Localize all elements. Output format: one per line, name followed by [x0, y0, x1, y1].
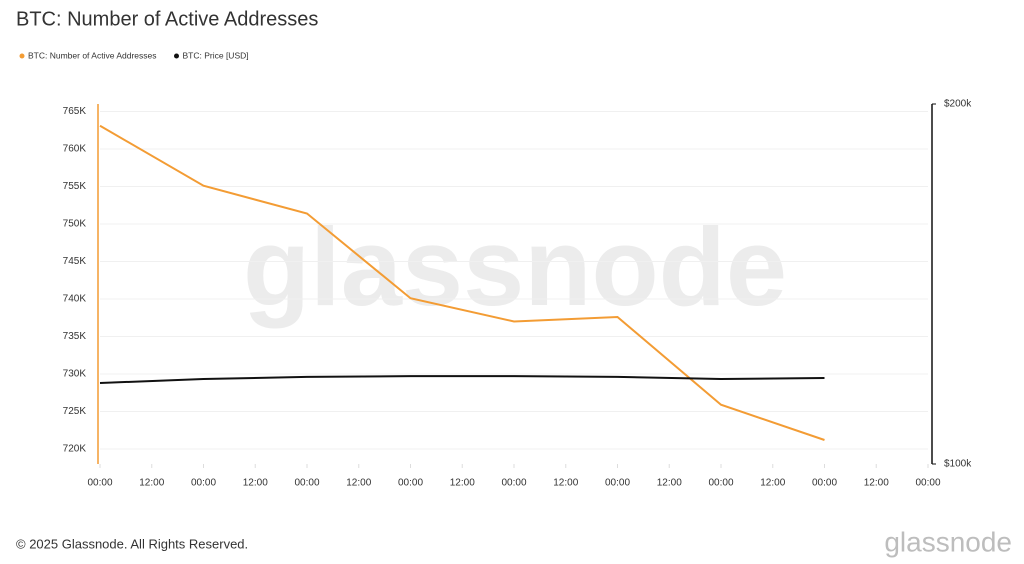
- chart-title: BTC: Number of Active Addresses: [16, 8, 318, 30]
- x-tick-label: 00:00: [915, 478, 940, 489]
- x-tick-label: 00:00: [87, 478, 112, 489]
- legend-label: BTC: Number of Active Addresses: [28, 50, 157, 60]
- y-tick-label: 745K: [63, 256, 87, 267]
- x-tick-label: 00:00: [812, 478, 837, 489]
- footer: © 2025 Glassnode. All Rights Reserved.: [16, 536, 248, 551]
- legend-marker: [174, 53, 179, 59]
- x-tick-label: 00:00: [294, 478, 319, 489]
- legend-label: BTC: Price [USD]: [183, 50, 249, 60]
- x-tick-label: 12:00: [864, 478, 889, 489]
- y-tick-label: 720K: [63, 444, 87, 455]
- x-tick-label: 00:00: [191, 478, 216, 489]
- y-tick-label: 760K: [63, 144, 87, 155]
- x-tick-label: 12:00: [657, 478, 682, 489]
- y2-tick-label: $100k: [944, 459, 972, 470]
- x-tick-label: 12:00: [553, 478, 578, 489]
- x-tick-label: 00:00: [501, 478, 526, 489]
- y-tick-label: 765K: [63, 106, 87, 117]
- x-tick-label: 12:00: [139, 478, 164, 489]
- series-line: [99, 124, 825, 441]
- y-tick-label: 750K: [63, 219, 87, 230]
- x-tick-label: 00:00: [398, 478, 423, 489]
- logo: glassnode: [884, 526, 1012, 557]
- x-tick-label: 12:00: [243, 478, 268, 489]
- series-line: [99, 375, 825, 384]
- y-tick-label: 740K: [63, 294, 87, 305]
- y2-tick-label: $200k: [944, 99, 972, 110]
- x-tick-label: 12:00: [760, 478, 785, 489]
- x-tick-label: 00:00: [708, 478, 733, 489]
- y-tick-label: 725K: [63, 406, 87, 417]
- x-tick-label: 12:00: [450, 478, 475, 489]
- y-tick-label: 730K: [63, 369, 87, 380]
- watermark: glassnode: [243, 206, 787, 329]
- y-tick-label: 735K: [63, 331, 87, 342]
- x-tick-label: 12:00: [346, 478, 371, 489]
- legend-marker: [19, 53, 25, 59]
- x-tick-label: 00:00: [605, 478, 630, 489]
- y-tick-label: 755K: [63, 181, 87, 192]
